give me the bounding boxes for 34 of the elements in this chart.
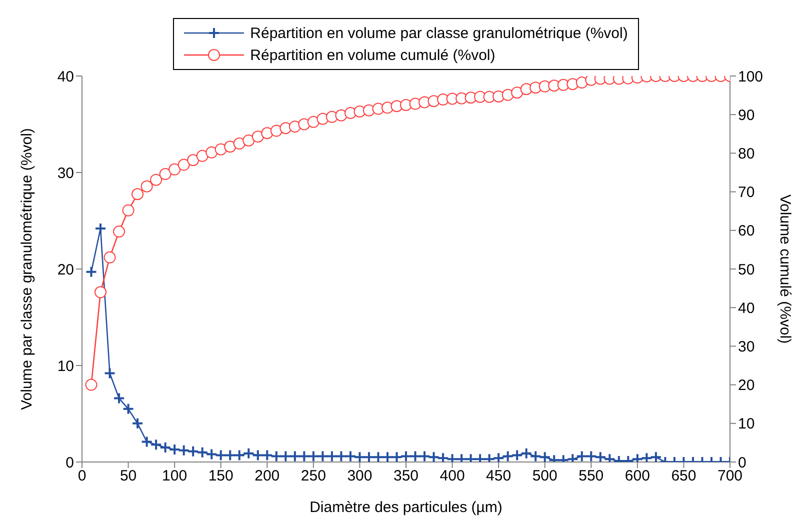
y-tick-label: 20 xyxy=(57,261,74,278)
y-tick-label: 0 xyxy=(66,454,74,472)
x-tick-label: 100 xyxy=(162,468,188,485)
y2-tick-label: 20 xyxy=(738,377,755,394)
y-tick-label: 30 xyxy=(57,164,74,182)
y2-tick-label: 10 xyxy=(738,416,755,433)
y-axis-title: Volume par classe granulométrique (%vol) xyxy=(18,128,36,410)
y-tick-label: 40 xyxy=(57,68,74,86)
x-tick-label: 400 xyxy=(440,468,465,485)
y2-tick-label: 60 xyxy=(738,222,755,240)
y2-tick-label: 50 xyxy=(738,261,755,278)
x-tick-label: 150 xyxy=(208,468,234,485)
x-tick-label: 500 xyxy=(532,468,558,485)
x-tick-label: 300 xyxy=(347,468,372,485)
y2-axis-title: Volume cumulé (%vol) xyxy=(776,194,794,344)
y2-tick-label: 100 xyxy=(738,68,764,86)
legend-label: Répartition en volume par classe granulométrique (%vol) xyxy=(250,24,628,42)
x-axis-title: Diamètre des particules (µm) xyxy=(310,499,502,516)
legend-label: Répartition en volume cumulé (%vol) xyxy=(250,46,496,64)
x-tick-label: 550 xyxy=(578,468,604,485)
x-tick-label: 250 xyxy=(300,468,326,485)
x-tick-label: 350 xyxy=(393,468,419,485)
x-tick-label: 0 xyxy=(78,468,86,485)
x-tick-label: 600 xyxy=(624,468,650,485)
y2-tick-label: 40 xyxy=(738,300,755,317)
y2-tick-label: 90 xyxy=(738,106,755,124)
x-tick-label: 200 xyxy=(254,468,280,485)
y2-tick-label: 30 xyxy=(738,338,755,356)
y2-tick-label: 80 xyxy=(738,146,755,163)
y2-tick-label: 70 xyxy=(738,184,755,202)
x-tick-label: 50 xyxy=(120,468,137,485)
x-tick-label: 450 xyxy=(486,468,512,485)
x-tick-label: 650 xyxy=(671,468,696,485)
y-tick-label: 10 xyxy=(57,358,74,375)
